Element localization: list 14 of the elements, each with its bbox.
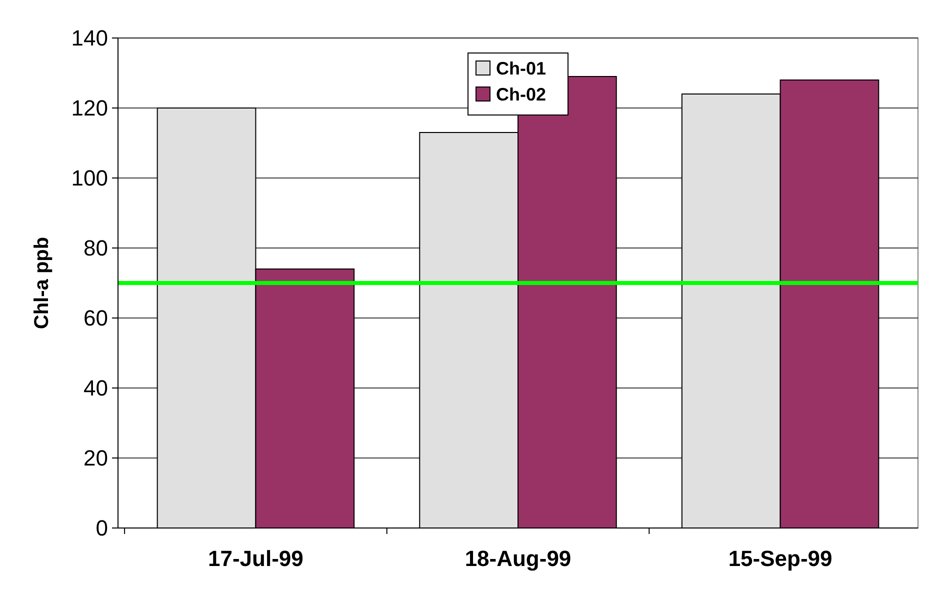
legend-label: Ch-02 <box>496 84 546 104</box>
y-tick-label: 140 <box>71 26 108 51</box>
y-axis-title: Chl-a ppb <box>31 236 53 330</box>
legend-label: Ch-01 <box>496 58 546 78</box>
y-tick-label: 100 <box>71 166 108 191</box>
y-tick-label: 60 <box>84 306 108 331</box>
x-tick-label: 18-Aug-99 <box>464 546 572 571</box>
y-tick-label: 80 <box>84 236 108 261</box>
y-tick-label: 20 <box>84 446 108 471</box>
y-tick-label: 120 <box>71 96 108 121</box>
x-tick-label: 15-Sep-99 <box>728 546 832 571</box>
x-tick-label: 17-Jul-99 <box>208 546 304 571</box>
y-tick-label: 40 <box>84 376 108 401</box>
y-tick-label: 0 <box>96 516 108 541</box>
